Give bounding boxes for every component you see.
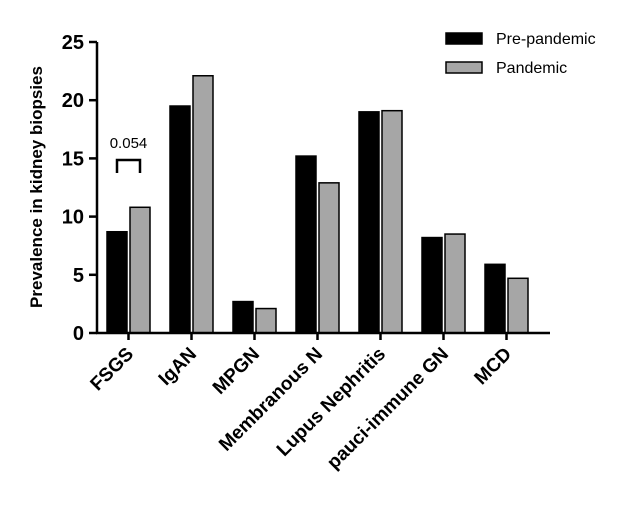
y-axis-label: Prevalence in kidney biopsies <box>27 66 46 308</box>
x-tick-label: Lupus Nephritis <box>273 344 390 461</box>
significance-bracket <box>115 158 142 173</box>
y-tick-label: 5 <box>73 265 84 287</box>
bar-pandemic-pauci-immune-gn <box>444 233 466 334</box>
bar-pre-pandemic-mpgn <box>232 300 254 334</box>
x-tick-label: MPGN <box>209 344 264 399</box>
x-tick-label: pauci-immune GN <box>323 344 453 474</box>
y-tick-label: 25 <box>62 32 84 54</box>
x-tick-label: MCD <box>471 344 516 389</box>
legend-swatch <box>445 32 483 45</box>
annotations: 0.054 <box>110 135 148 173</box>
bar-pre-pandemic-membranous-n <box>295 155 317 334</box>
bars <box>106 75 529 334</box>
y-tick-label: 20 <box>62 90 84 112</box>
legend: Pre-pandemic Pandemic <box>445 31 596 77</box>
bar-pandemic-mpgn <box>255 307 277 334</box>
bar-pandemic-fsgs <box>129 206 151 334</box>
bar-pandemic-lupus-nephritis <box>381 109 403 334</box>
bar-pandemic-igan <box>192 75 214 334</box>
legend-label: Pre-pandemic <box>496 31 596 48</box>
bar-pre-pandemic-fsgs <box>106 230 128 334</box>
bar-pre-pandemic-igan <box>169 105 191 334</box>
legend-label: Pandemic <box>496 60 567 77</box>
legend-swatch <box>445 61 483 74</box>
y-tick-label: 0 <box>73 323 84 345</box>
x-tick-label: FSGS <box>87 344 138 395</box>
bar-pandemic-membranous-n <box>318 182 340 334</box>
y-tick-label: 10 <box>62 207 84 229</box>
bar-pre-pandemic-lupus-nephritis <box>358 111 380 334</box>
y-axis: 0 5 10 15 20 25 <box>62 32 99 345</box>
p-value-label: 0.054 <box>110 135 148 152</box>
x-tick-label: IgAN <box>155 344 201 390</box>
y-tick-label: 15 <box>62 148 84 170</box>
bar-pre-pandemic-pauci-immune-gn <box>421 236 443 334</box>
bar-pandemic-mcd <box>507 277 529 334</box>
bar-pre-pandemic-mcd <box>484 263 506 334</box>
